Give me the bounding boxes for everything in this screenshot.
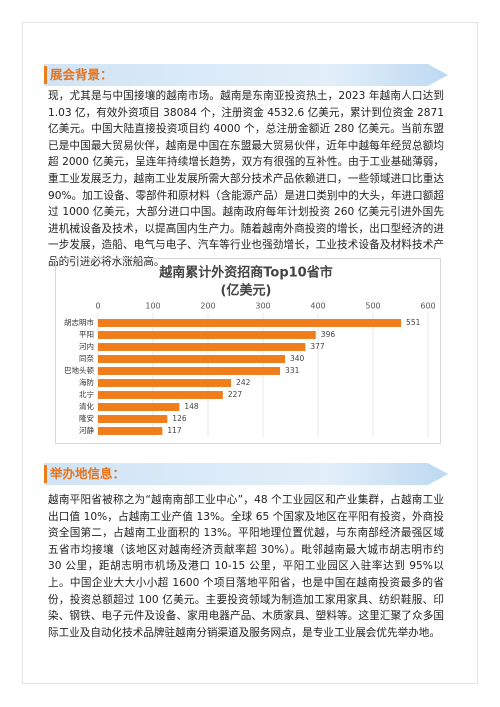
y-tick-label: 北宁	[79, 389, 94, 399]
heading-band	[44, 463, 448, 485]
value-label: 551	[406, 318, 421, 327]
y-tick-label: 同奈	[79, 353, 94, 363]
chart-box: 越南累计外资招商Top10省市 (亿美元) 0 100 200 300 400 500 60…	[55, 258, 441, 444]
x-tick-label: 400	[310, 302, 325, 311]
section-heading: 展会背景：	[50, 67, 113, 82]
x-tick-label: 500	[365, 302, 380, 311]
chart: 越南累计外资招商Top10省市 (亿美元) 0 100 200 300 400 500 60…	[64, 265, 436, 437]
value-label: 126	[172, 414, 187, 423]
x-tick-label: 600	[420, 302, 435, 311]
value-label: 340	[290, 354, 305, 363]
chart-subtitle: (亿美元)	[221, 283, 272, 299]
x-tick-label: 300	[255, 302, 270, 311]
bar	[98, 319, 402, 327]
chart-title: 越南累计外资招商Top10省市	[158, 265, 332, 281]
paragraph: 现，尤其是与中国接壤的越南市场。越南是东南亚投资热土，2023 年越南人口达到 …	[48, 90, 444, 268]
heading-band	[44, 64, 448, 86]
bar	[98, 391, 223, 399]
bar	[98, 331, 316, 339]
paragraph: 越南平阳省被称之为“越南南部工业中心”，48 个工业园区和产业集群，占越南工业出…	[48, 494, 444, 639]
value-label: 117	[167, 426, 182, 435]
y-tick-label: 河内	[79, 341, 94, 351]
value-label: 396	[321, 330, 336, 339]
section-heading: 举办地信息：	[50, 466, 126, 481]
page-frame	[22, 22, 478, 684]
bar	[98, 343, 306, 351]
bar	[98, 403, 180, 411]
x-tick-label: 100	[145, 302, 160, 311]
x-tick-label: 0	[95, 302, 100, 311]
value-label: 331	[285, 366, 300, 375]
y-tick-label: 海防	[79, 377, 94, 387]
bar	[98, 415, 168, 423]
value-label: 242	[236, 378, 251, 387]
y-tick-label: 胡志明市	[64, 317, 94, 327]
y-tick-label: 平阳	[79, 330, 94, 339]
bar	[98, 379, 232, 387]
value-label: 227	[228, 390, 243, 399]
y-tick-label: 河静	[79, 425, 94, 435]
bar	[98, 355, 285, 363]
x-tick-label: 200	[200, 302, 215, 311]
bar	[98, 367, 281, 375]
y-tick-label: 清化	[79, 401, 94, 411]
y-tick-label: 巴地头顿	[64, 365, 94, 375]
value-label: 148	[184, 402, 199, 411]
y-tick-label: 隆安	[79, 413, 94, 423]
bar	[98, 427, 163, 435]
value-label: 377	[310, 342, 325, 351]
